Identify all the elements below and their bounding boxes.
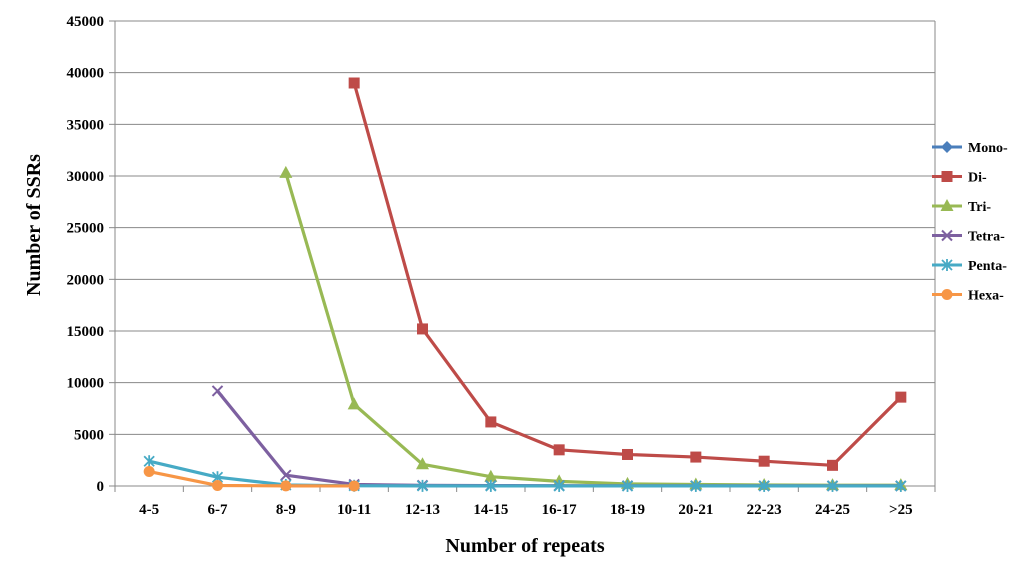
- x-tick-label: 4-5: [139, 502, 159, 518]
- data-point: [758, 455, 770, 467]
- legend-item: Hexa-: [932, 289, 1004, 304]
- y-tick-label: 40000: [67, 66, 105, 82]
- data-point: [348, 480, 360, 492]
- data-point: [895, 391, 907, 403]
- y-tick-label: 25000: [67, 221, 105, 237]
- gridlines: [115, 20, 935, 435]
- data-point: [417, 323, 428, 335]
- data-point: [485, 416, 497, 428]
- legend-label: Penta-: [968, 259, 1007, 274]
- data-point: [279, 165, 293, 178]
- series-line: [148, 459, 901, 488]
- legend-marker: [940, 199, 954, 211]
- y-tick-label: 45000: [67, 14, 105, 30]
- y-axis-title: Number of SSRs: [23, 154, 45, 296]
- x-tick-label: 12-13: [405, 502, 440, 518]
- legend-marker: [941, 259, 953, 271]
- y-tick-label: 35000: [67, 117, 105, 133]
- data-point: [416, 479, 429, 492]
- x-axis-title: Number of repeats: [445, 535, 604, 557]
- legend-marker: [941, 229, 953, 242]
- x-tick-label: 24-25: [815, 502, 850, 518]
- data-point: [280, 480, 292, 492]
- data-point: [348, 77, 360, 89]
- legend-label: Tetra-: [968, 230, 1005, 245]
- series-line: [148, 469, 355, 488]
- data-point: [280, 469, 292, 481]
- series-line: [216, 389, 901, 488]
- x-tick-label: 18-19: [610, 502, 645, 518]
- series-tri: [279, 165, 908, 491]
- data-point: [827, 459, 838, 471]
- y-tick-label: 20000: [67, 272, 105, 288]
- x-tick-label: 16-17: [542, 502, 577, 518]
- data-point: [347, 397, 361, 410]
- legend-item: Penta-: [932, 259, 1007, 274]
- data-point: [622, 448, 633, 460]
- data-point: [553, 479, 565, 492]
- legend-marker: [941, 141, 953, 153]
- series-hexa: [143, 466, 360, 492]
- x-tick-label: 8-9: [276, 502, 296, 518]
- data-point: [143, 466, 155, 478]
- data-point: [758, 479, 770, 492]
- data-point: [416, 457, 429, 470]
- legend-item: Tetra-: [932, 230, 1005, 245]
- legend-item: Di-: [932, 171, 987, 186]
- series-di: [348, 77, 907, 471]
- legend-label: Tri-: [968, 200, 991, 215]
- x-tick-label: 6-7: [208, 502, 228, 518]
- legend-item: Tri-: [932, 199, 991, 215]
- legend-label: Di-: [968, 171, 987, 186]
- legend: Mono- Di- Tri- Tetra- Penta- Hexa-: [932, 141, 1008, 304]
- series-line: [284, 172, 901, 487]
- data-point: [895, 479, 907, 492]
- x-tick-label: 20-21: [678, 502, 713, 518]
- data-point: [143, 455, 155, 468]
- data-point: [485, 479, 497, 492]
- data-point: [621, 479, 634, 492]
- data-point: [690, 479, 702, 492]
- x-tick-label: >25: [889, 502, 913, 518]
- y-tick-label: 30000: [67, 169, 105, 185]
- legend-label: Mono-: [968, 141, 1008, 156]
- x-tick-label: 22-23: [747, 502, 782, 518]
- legend-label: Hexa-: [968, 289, 1004, 304]
- data-point: [211, 385, 224, 397]
- axes: 0 5000 10000 15000 20000 25000 30000 35000 40000…: [67, 14, 936, 518]
- y-tick-label: 5000: [74, 427, 104, 443]
- x-tick-label: 14-15: [473, 502, 508, 518]
- legend-marker: [941, 171, 953, 182]
- data-point: [826, 479, 839, 492]
- y-tick-label: 10000: [67, 376, 105, 392]
- data-point: [212, 479, 223, 491]
- x-tick-label: 10-11: [337, 502, 371, 518]
- y-tick-label: 15000: [67, 324, 105, 340]
- legend-marker: [941, 289, 953, 300]
- series-line: [352, 82, 902, 467]
- series-lines: [143, 77, 908, 492]
- data-point: [484, 469, 498, 482]
- y-tick-label: 0: [97, 479, 105, 495]
- legend-item: Mono-: [932, 141, 1008, 156]
- data-point: [553, 444, 565, 456]
- data-point: [690, 451, 702, 463]
